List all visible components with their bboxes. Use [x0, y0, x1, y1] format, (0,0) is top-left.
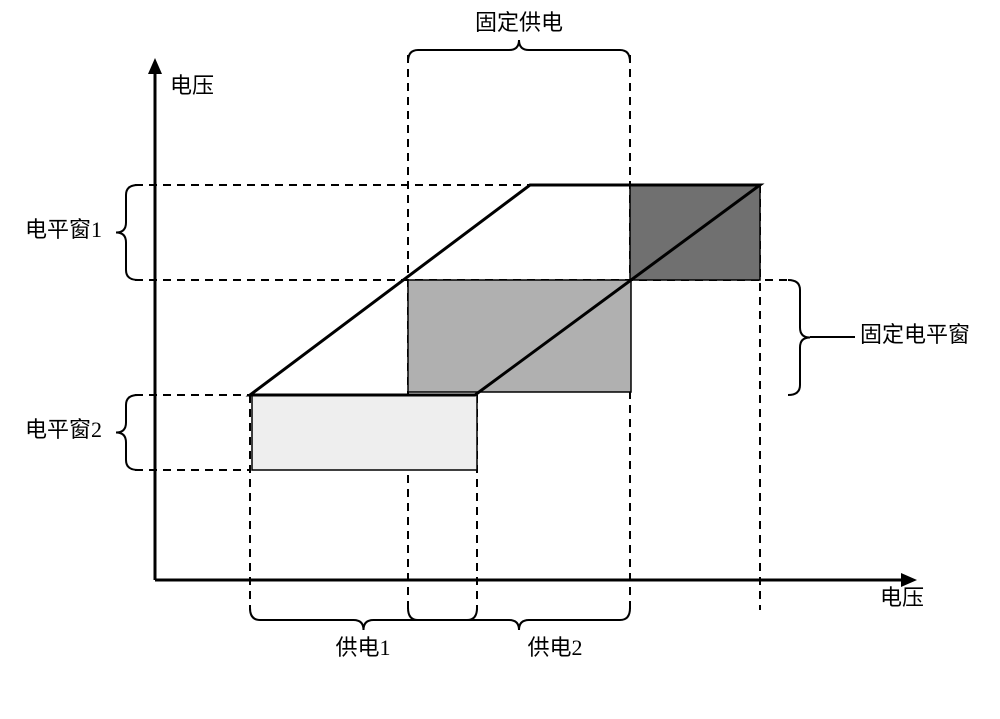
label: 电平窗1 — [25, 217, 102, 242]
label: 固定供电 — [475, 10, 563, 35]
label: 电平窗2 — [25, 417, 102, 442]
label: 供电2 — [527, 635, 582, 660]
voltage-diagram: 电压电压固定供电电平窗1电平窗2固定电平窗供电1供电2 — [0, 0, 1000, 719]
label: 固定电平窗 — [860, 322, 970, 347]
label: 电压 — [880, 585, 924, 610]
label: 电压 — [170, 73, 214, 98]
label: 供电1 — [335, 635, 390, 660]
